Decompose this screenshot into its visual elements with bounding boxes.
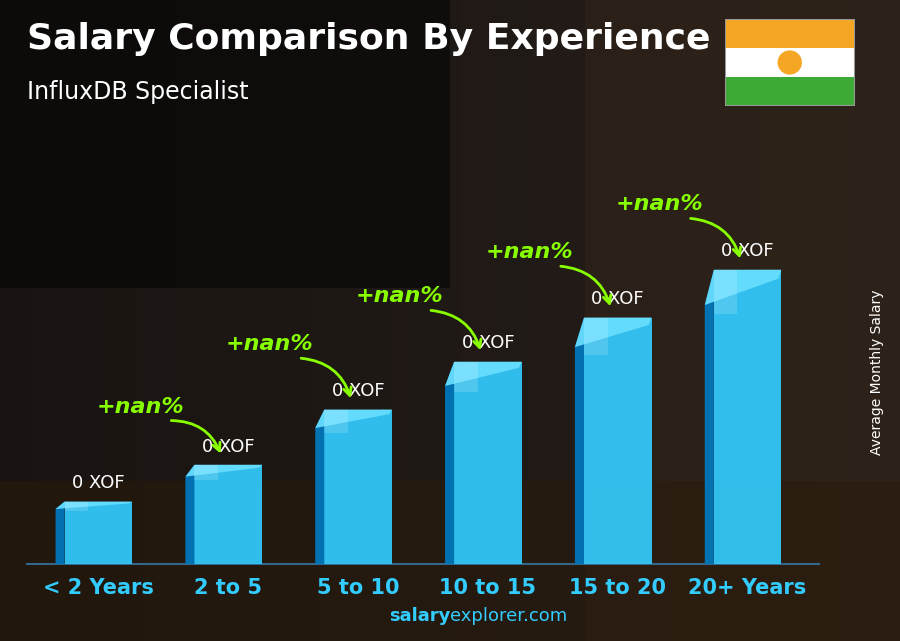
Text: +nan%: +nan%: [226, 335, 313, 354]
FancyArrowPatch shape: [302, 358, 351, 395]
Text: +nan%: +nan%: [486, 242, 573, 262]
Polygon shape: [705, 270, 714, 564]
Polygon shape: [446, 362, 522, 386]
Text: 0 XOF: 0 XOF: [721, 242, 774, 260]
Bar: [194, 465, 262, 564]
Text: +nan%: +nan%: [96, 397, 184, 417]
Bar: [65, 501, 132, 564]
Bar: [324, 410, 392, 564]
FancyArrowPatch shape: [561, 266, 611, 303]
Polygon shape: [185, 465, 194, 564]
Bar: [724, 77, 855, 106]
Bar: [584, 317, 608, 354]
Polygon shape: [185, 465, 262, 477]
Polygon shape: [585, 0, 900, 641]
Polygon shape: [315, 410, 324, 564]
Text: salary: salary: [389, 607, 450, 625]
Polygon shape: [705, 270, 781, 305]
Bar: [724, 48, 855, 77]
Polygon shape: [315, 410, 392, 428]
Text: 0 XOF: 0 XOF: [591, 290, 644, 308]
Text: 0 XOF: 0 XOF: [332, 382, 384, 401]
Bar: [584, 317, 652, 564]
FancyArrowPatch shape: [171, 420, 220, 451]
Text: +nan%: +nan%: [356, 287, 444, 306]
Bar: [714, 270, 781, 564]
Text: Salary Comparison By Experience: Salary Comparison By Experience: [27, 22, 710, 56]
Bar: [724, 19, 855, 48]
Polygon shape: [575, 317, 652, 347]
Polygon shape: [0, 481, 900, 641]
Text: Average Monthly Salary: Average Monthly Salary: [870, 289, 885, 454]
Text: 0 XOF: 0 XOF: [72, 474, 125, 492]
Polygon shape: [0, 0, 450, 288]
FancyArrowPatch shape: [690, 219, 741, 256]
Bar: [65, 501, 88, 511]
Polygon shape: [446, 362, 454, 564]
Bar: [714, 270, 737, 314]
Text: 0 XOF: 0 XOF: [462, 335, 514, 353]
Bar: [454, 362, 478, 392]
Polygon shape: [56, 501, 65, 564]
Circle shape: [778, 51, 802, 74]
Text: InfluxDB Specialist: InfluxDB Specialist: [27, 80, 248, 104]
Bar: [194, 465, 218, 479]
Bar: [454, 362, 522, 564]
Polygon shape: [575, 317, 584, 564]
Text: 0 XOF: 0 XOF: [202, 438, 255, 456]
Text: +nan%: +nan%: [616, 194, 703, 215]
Polygon shape: [56, 501, 132, 509]
Text: explorer.com: explorer.com: [450, 607, 567, 625]
FancyArrowPatch shape: [431, 310, 481, 347]
Bar: [324, 410, 348, 433]
